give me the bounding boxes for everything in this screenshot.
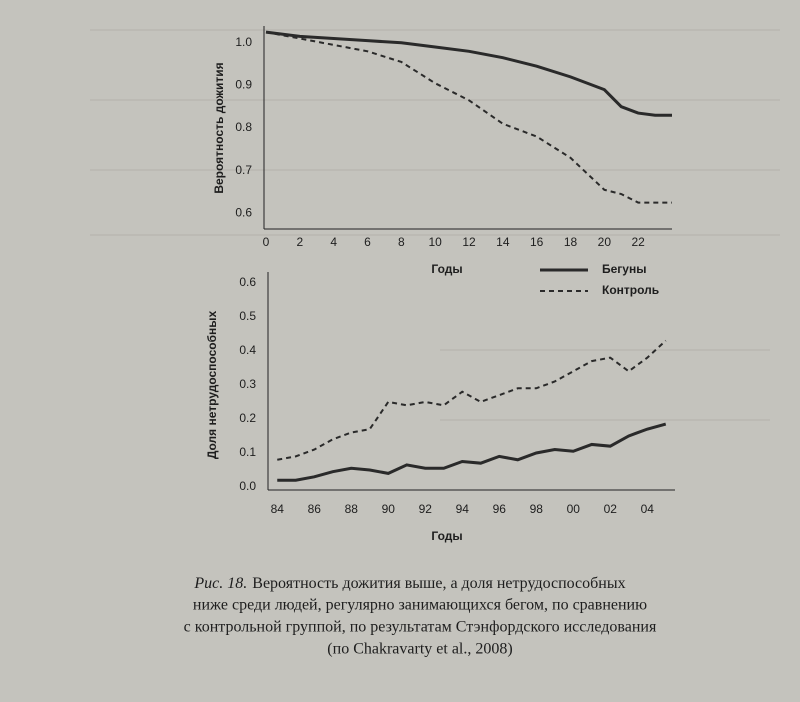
y-axis-label: Доля нетрудоспособных xyxy=(205,311,219,460)
x-tick-label: 18 xyxy=(564,235,578,249)
y-tick-label: 1.0 xyxy=(235,35,252,49)
y-tick-label: 0.2 xyxy=(239,411,256,425)
x-tick-label: 94 xyxy=(456,502,470,516)
x-tick-label: 2 xyxy=(296,235,303,249)
x-tick-label: 16 xyxy=(530,235,544,249)
x-tick-label: 92 xyxy=(419,502,433,516)
x-tick-label: 90 xyxy=(382,502,396,516)
x-tick-label: 04 xyxy=(641,502,655,516)
show-through xyxy=(90,29,780,421)
y-tick-label: 0.6 xyxy=(235,205,252,219)
x-tick-label: 0 xyxy=(263,235,270,249)
y-tick-label: 0.4 xyxy=(239,343,256,357)
x-tick-label: 96 xyxy=(493,502,507,516)
caption-text: Вероятность дожития выше, а доля нетрудо… xyxy=(252,575,625,592)
series-line xyxy=(277,339,667,461)
x-tick-label: 12 xyxy=(462,235,476,249)
x-tick-label: 88 xyxy=(345,502,359,516)
series-line xyxy=(265,30,672,117)
y-axis-label: Вероятность дожития xyxy=(212,62,226,193)
x-tick-label: 10 xyxy=(428,235,442,249)
x-axis-label: Годы xyxy=(431,262,462,276)
y-tick-label: 0.9 xyxy=(235,78,252,92)
legend-label: Контроль xyxy=(602,283,659,297)
y-tick-label: 0.6 xyxy=(239,275,256,289)
x-tick-label: 20 xyxy=(598,235,612,249)
x-tick-label: 6 xyxy=(364,235,371,249)
caption-line: Рис. 18. Вероятность дожития выше, а доля… xyxy=(193,575,625,592)
x-tick-label: 02 xyxy=(604,502,618,516)
caption-line: (по Chakravarty et al., 2008) xyxy=(327,641,512,658)
x-tick-label: 4 xyxy=(330,235,337,249)
y-tick-label: 0.5 xyxy=(239,309,256,323)
x-tick-label: 14 xyxy=(496,235,510,249)
caption-line: ниже среди людей, регулярно занимающихся… xyxy=(193,597,647,614)
x-tick-label: 22 xyxy=(631,235,645,249)
x-tick-label: 86 xyxy=(308,502,322,516)
legend-label: Бегуны xyxy=(602,262,646,276)
caption-label: Рис. 18. xyxy=(193,575,247,592)
y-tick-label: 0.3 xyxy=(239,377,256,391)
x-tick-label: 8 xyxy=(398,235,405,249)
y-tick-label: 0.8 xyxy=(235,120,252,134)
x-tick-label: 98 xyxy=(530,502,544,516)
x-tick-label: 00 xyxy=(567,502,581,516)
caption-line: с контрольной группой, по результатам Ст… xyxy=(184,619,657,636)
y-tick-label: 0.7 xyxy=(235,163,252,177)
y-tick-label: 0.1 xyxy=(239,445,256,459)
y-tick-label: 0.0 xyxy=(239,479,256,493)
x-axis-label: Годы xyxy=(431,529,462,543)
series-line xyxy=(277,422,667,482)
x-tick-label: 84 xyxy=(271,502,285,516)
